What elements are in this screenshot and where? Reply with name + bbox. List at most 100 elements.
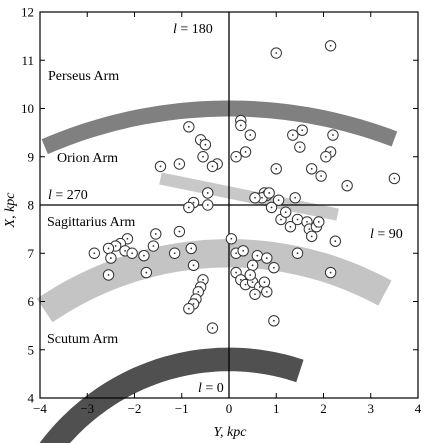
data-point-center <box>159 165 162 168</box>
direction-label-top: l = 180 <box>173 22 213 37</box>
data-point-center <box>265 257 268 259</box>
data-point-center <box>277 199 280 202</box>
data-point-center <box>244 283 247 286</box>
data-point-center <box>254 196 256 199</box>
data-point-center <box>206 204 209 206</box>
y-tick-label: 7 <box>28 246 35 261</box>
data-point-center <box>272 319 275 322</box>
data-point-center <box>145 271 148 274</box>
data-point-center <box>317 220 320 223</box>
data-point-center <box>284 211 287 214</box>
data-point-center <box>275 52 278 54</box>
y-tick-label: 8 <box>28 198 35 213</box>
data-point-center <box>346 184 349 187</box>
data-point-center <box>143 254 145 257</box>
data-point-center <box>272 266 275 269</box>
data-point-center <box>258 286 261 288</box>
arm-band-orion <box>159 172 339 221</box>
data-point-center <box>291 134 294 136</box>
data-point-center <box>239 278 242 281</box>
x-tick-label: 0 <box>226 401 233 416</box>
direction-label-left: l = 270 <box>48 188 88 203</box>
direction-label-right: l = 90 <box>370 227 403 242</box>
arm-band-perseus <box>41 100 398 155</box>
arm-band-scutum <box>39 347 304 443</box>
data-point-center <box>249 134 252 136</box>
data-points <box>88 40 401 334</box>
data-point-center <box>93 252 96 255</box>
data-point-center <box>332 134 334 136</box>
data-point-center <box>230 237 233 240</box>
arm-label-scutum: Scutum Arm <box>47 332 118 347</box>
crosshair <box>40 12 418 398</box>
data-point-center <box>310 235 313 238</box>
data-point-center <box>187 125 190 128</box>
data-point-center <box>190 247 193 250</box>
data-point-center <box>109 257 112 259</box>
data-point-center <box>251 264 254 267</box>
data-point-center <box>249 274 252 276</box>
y-tick-label: 11 <box>21 53 34 68</box>
y-tick-label: 12 <box>21 5 34 20</box>
direction-label-bottom: l = 0 <box>198 381 224 396</box>
y-axis-title: X, kpc <box>3 192 18 229</box>
x-tick-label: −1 <box>175 401 189 416</box>
data-point-center <box>114 245 117 247</box>
data-point-center <box>173 252 176 255</box>
data-point-center <box>192 201 195 204</box>
data-point-center <box>256 254 259 257</box>
y-tick-label: 9 <box>28 149 35 164</box>
data-point-center <box>298 146 301 149</box>
data-point-center <box>254 293 256 296</box>
data-point-center <box>126 237 129 240</box>
data-point-center <box>244 151 247 153</box>
data-point-center <box>280 218 282 221</box>
data-point-center <box>187 307 190 310</box>
data-point-center <box>131 252 134 255</box>
data-point-center <box>192 303 195 305</box>
x-tick-label: 2 <box>320 401 327 416</box>
data-point-center <box>306 220 308 223</box>
data-point-center <box>235 252 237 255</box>
data-point-center <box>329 44 332 47</box>
data-point-center <box>275 167 278 170</box>
data-point-center <box>261 196 263 199</box>
data-point-center <box>320 175 323 177</box>
x-tick-label: −3 <box>80 401 94 416</box>
data-point-center <box>211 327 214 329</box>
data-point-center <box>187 206 190 209</box>
y-tick-label: 6 <box>28 294 35 309</box>
data-point-center <box>204 143 207 146</box>
data-point-center <box>152 245 155 247</box>
y-tick-label: 4 <box>28 391 35 406</box>
data-point-center <box>197 290 200 293</box>
data-point-center <box>211 165 214 168</box>
data-point-center <box>202 278 204 281</box>
data-point-center <box>329 151 332 153</box>
data-point-center <box>178 230 181 233</box>
data-point-center <box>310 167 313 170</box>
data-point-center <box>124 249 126 252</box>
data-point-center <box>334 240 337 243</box>
data-point-center <box>107 247 110 250</box>
arm-label-orion: Orion Arm <box>57 151 118 166</box>
data-point-center <box>239 124 242 127</box>
data-point-center <box>270 206 273 209</box>
data-point-center <box>329 271 332 274</box>
x-tick-label: 1 <box>273 401 280 416</box>
x-tick-label: −4 <box>33 401 47 416</box>
data-point-center <box>107 274 110 276</box>
data-point-center <box>268 192 271 194</box>
data-point-center <box>199 138 202 141</box>
x-axis-title: Y, kpc <box>214 425 248 440</box>
arm-label-sagittarius: Sagittarius Arm <box>47 215 135 230</box>
data-point-center <box>235 155 237 158</box>
data-point-center <box>265 290 268 293</box>
arm-label-perseus: Perseus Arm <box>48 69 119 84</box>
data-point-center <box>296 252 299 255</box>
data-point-center <box>296 218 299 221</box>
data-point-center <box>192 264 195 267</box>
data-point-center <box>301 129 304 132</box>
data-point-center <box>308 228 311 231</box>
